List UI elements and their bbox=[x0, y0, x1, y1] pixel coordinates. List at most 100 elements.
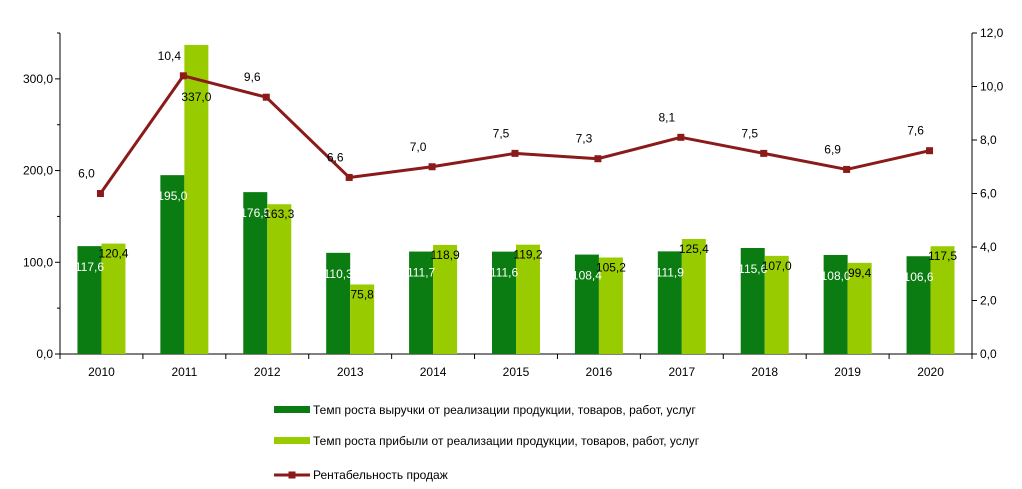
bar-revenue-growth bbox=[823, 254, 848, 354]
y-right-tick-label: 4,0 bbox=[980, 240, 997, 254]
bar-profit-growth bbox=[847, 262, 872, 354]
bar-profit-growth bbox=[764, 255, 789, 354]
x-tick-label: 2013 bbox=[337, 365, 364, 379]
bar-revenue-growth bbox=[243, 192, 268, 354]
bar-revenue-growth bbox=[326, 252, 351, 354]
line-profitability bbox=[99, 74, 930, 195]
x-tick-label: 2012 bbox=[254, 365, 281, 379]
line-point-profitability bbox=[926, 147, 934, 155]
legend-swatch bbox=[274, 437, 310, 444]
x-tick-label: 2019 bbox=[834, 365, 861, 379]
bar-revenue-growth bbox=[906, 256, 931, 354]
line-point-profitability bbox=[677, 133, 685, 141]
y-right-tick-label: 10,0 bbox=[980, 80, 1004, 94]
data-label-profit-growth: 75,8 bbox=[351, 287, 375, 301]
axes: 0,0 100,0 200,0 300,0 0,0 2,0 4,0 6,0 8,0 10,0 12,… bbox=[23, 26, 1004, 379]
legend: Темп роста выручки от реализации продукц… bbox=[274, 403, 700, 482]
data-label-profitability: 6,9 bbox=[824, 142, 841, 156]
data-label-profit-growth: 125,4 bbox=[679, 242, 709, 256]
line-series bbox=[96, 72, 934, 197]
x-tick-label: 2014 bbox=[420, 365, 447, 379]
data-label-profitability: 7,6 bbox=[907, 124, 924, 138]
bar-profit-growth bbox=[930, 246, 955, 354]
x-tick-label: 2011 bbox=[171, 365, 197, 379]
line-point-profitability bbox=[96, 190, 104, 197]
data-label-profitability: 7,0 bbox=[410, 140, 427, 154]
y-left-tick-label: 0,0 bbox=[36, 347, 53, 361]
line-point-profitability bbox=[760, 149, 768, 157]
line-point-profitability bbox=[179, 72, 187, 80]
y-right-tick-label: 8,0 bbox=[980, 133, 997, 147]
bar-profit-growth bbox=[681, 238, 706, 354]
data-label-profit-growth: 117,5 bbox=[928, 249, 957, 263]
x-tick-label: 2010 bbox=[88, 365, 115, 379]
data-label-profitability: 7,5 bbox=[493, 126, 510, 140]
bar-profit-growth bbox=[350, 284, 375, 354]
bar-profit-growth bbox=[184, 44, 209, 355]
data-label-profitability: 7,5 bbox=[741, 126, 758, 140]
data-label-revenue-growth: 117,6 bbox=[75, 260, 104, 274]
bar-revenue-growth bbox=[77, 246, 102, 354]
y-left-tick-label: 100,0 bbox=[23, 255, 53, 269]
line-point-profitability bbox=[262, 93, 270, 101]
line-point-profitability bbox=[511, 149, 519, 157]
data-label-profitability: 9,6 bbox=[244, 70, 261, 84]
bar-revenue-growth bbox=[409, 251, 434, 354]
data-label-profitability: 8,1 bbox=[658, 110, 675, 124]
bar-profit-growth bbox=[433, 244, 458, 354]
y-right-tick-label: 6,0 bbox=[980, 187, 997, 201]
data-label-profit-growth: 105,2 bbox=[596, 261, 626, 275]
y-left-tick-label: 200,0 bbox=[23, 164, 53, 178]
data-label-revenue-growth: 115,6 bbox=[738, 262, 767, 276]
x-tick-label: 2020 bbox=[917, 365, 944, 379]
y-right-tick-label: 0,0 bbox=[980, 347, 997, 361]
data-label-revenue-growth: 176,5 bbox=[240, 206, 270, 220]
legend-swatch bbox=[274, 406, 310, 413]
x-tick-label: 2015 bbox=[503, 365, 530, 379]
bar-profit-growth bbox=[267, 204, 292, 354]
data-label-profitability: 7,3 bbox=[576, 132, 593, 146]
data-label-profit-growth: 99,4 bbox=[848, 266, 872, 280]
data-label-profit-growth: 118,9 bbox=[431, 248, 460, 262]
data-label-revenue-growth: 108,0 bbox=[821, 269, 851, 283]
data-label-profitability: 6,0 bbox=[78, 167, 95, 181]
bar-profit-growth bbox=[516, 244, 540, 354]
data-label-profit-growth: 119,2 bbox=[513, 248, 542, 262]
bar-revenue-growth bbox=[160, 175, 185, 354]
data-label-revenue-growth: 111,6 bbox=[490, 266, 519, 280]
line-point-profitability bbox=[843, 165, 851, 173]
y-right-tick-label: 2,0 bbox=[980, 294, 997, 308]
line-point-profitability bbox=[345, 173, 353, 181]
data-label-profit-growth: 120,4 bbox=[98, 247, 128, 261]
x-tick-label: 2016 bbox=[586, 365, 613, 379]
legend-marker bbox=[288, 471, 296, 479]
data-label-revenue-growth: 195,0 bbox=[157, 189, 187, 203]
line-point-profitability bbox=[428, 163, 436, 171]
y-left-tick-label: 300,0 bbox=[23, 72, 53, 86]
data-label-revenue-growth: 111,7 bbox=[407, 266, 436, 280]
bar-profit-growth bbox=[101, 243, 126, 354]
legend-label: Рентабельность продаж bbox=[313, 468, 448, 482]
bar-revenue-growth bbox=[740, 247, 765, 354]
bar-profit-growth bbox=[598, 257, 623, 354]
data-label-profitability: 6,6 bbox=[327, 150, 344, 164]
data-label-profit-growth: 107,0 bbox=[762, 259, 792, 273]
bars bbox=[77, 44, 955, 355]
x-tick-label: 2018 bbox=[751, 365, 778, 379]
x-tick-label: 2017 bbox=[668, 365, 695, 379]
data-label-profit-growth: 337,0 bbox=[181, 90, 211, 104]
bar-revenue-growth bbox=[657, 251, 682, 354]
data-label-revenue-growth: 110,3 bbox=[324, 267, 353, 281]
line-point-profitability bbox=[594, 155, 602, 163]
legend-label: Темп роста прибыли от реализации продукц… bbox=[313, 434, 700, 448]
data-label-profitability: 10,4 bbox=[158, 49, 182, 63]
data-label-revenue-growth: 108,4 bbox=[572, 269, 602, 283]
data-label-profit-growth: 163,3 bbox=[264, 207, 294, 221]
data-label-revenue-growth: 111,9 bbox=[656, 265, 685, 279]
data-label-revenue-growth: 106,6 bbox=[904, 270, 934, 284]
bar-revenue-growth bbox=[492, 251, 516, 354]
y-right-tick-label: 12,0 bbox=[980, 26, 1004, 40]
legend-label: Темп роста выручки от реализации продукц… bbox=[313, 403, 696, 417]
